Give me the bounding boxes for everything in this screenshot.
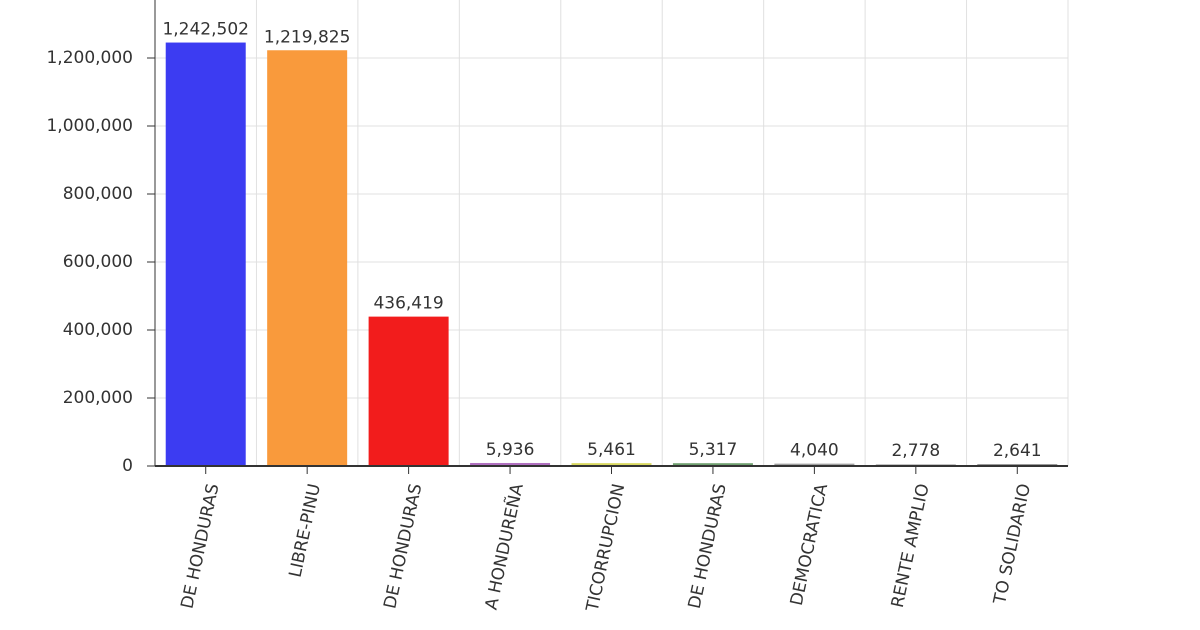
- x-tick-label: LIBRE-PINU: [286, 482, 325, 579]
- y-tick-label: 0: [122, 456, 133, 476]
- y-tick-label: 1,200,000: [46, 48, 133, 68]
- y-tick-label: 1,000,000: [46, 116, 133, 136]
- bar: [267, 50, 348, 467]
- data-label: 5,461: [587, 440, 636, 460]
- bar: [470, 462, 551, 466]
- x-tick-label: TICORRUPCION: [582, 482, 629, 614]
- x-tick-label: TO SOLIDARIO: [990, 482, 1035, 607]
- bar: [368, 316, 449, 466]
- data-label: 436,419: [373, 294, 443, 314]
- y-tick-label: 400,000: [63, 320, 133, 340]
- data-label: 2,778: [891, 441, 940, 461]
- y-tick-label: 600,000: [63, 252, 133, 272]
- bar: [165, 42, 246, 467]
- data-label: 2,641: [993, 441, 1042, 461]
- x-tick-label: DE HONDURAS: [380, 482, 426, 611]
- x-tick-label: RENTE AMPLIO: [888, 482, 934, 610]
- data-label: 4,040: [790, 441, 839, 461]
- data-label: 5,317: [689, 440, 738, 460]
- bar: [571, 463, 652, 466]
- x-tick-label: DE HONDURAS: [685, 482, 731, 611]
- x-tick-label: A HONDUREÑA: [480, 481, 528, 611]
- data-label: 5,936: [486, 440, 535, 460]
- y-tick-label: 800,000: [63, 184, 133, 204]
- y-tick-label: 200,000: [63, 388, 133, 408]
- x-tick-label: DEMOCRATICA: [787, 482, 832, 608]
- x-tick-label: DE HONDURAS: [177, 482, 223, 611]
- bar: [774, 463, 855, 466]
- bar: [672, 463, 753, 466]
- data-label: 1,242,502: [162, 20, 249, 40]
- data-label: 1,219,825: [264, 27, 351, 47]
